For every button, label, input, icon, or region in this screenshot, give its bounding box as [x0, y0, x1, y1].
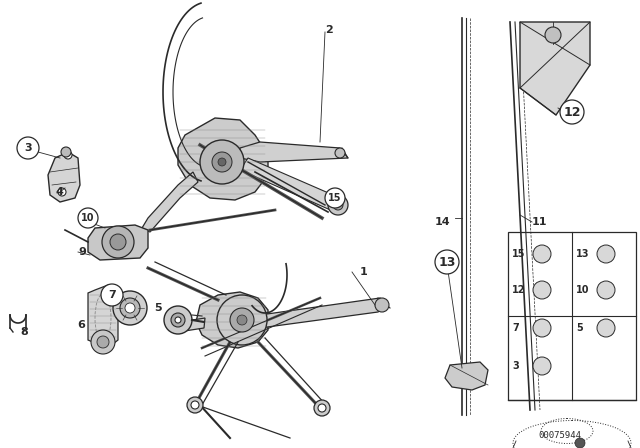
Text: 15: 15 [328, 193, 342, 203]
Text: 8: 8 [20, 327, 28, 337]
Circle shape [164, 306, 192, 334]
Circle shape [97, 336, 109, 348]
Circle shape [533, 281, 551, 299]
Text: 9: 9 [78, 247, 86, 257]
Text: 3: 3 [512, 361, 519, 371]
Circle shape [187, 397, 203, 413]
Circle shape [64, 151, 72, 159]
Text: 15: 15 [512, 249, 525, 259]
Circle shape [328, 195, 348, 215]
Text: 13: 13 [438, 255, 456, 268]
Circle shape [171, 313, 185, 327]
Text: 1: 1 [360, 267, 368, 277]
Circle shape [533, 245, 551, 263]
Bar [508, 232, 636, 400]
Text: 10: 10 [81, 213, 95, 223]
Circle shape [212, 152, 232, 172]
Circle shape [575, 438, 585, 448]
Circle shape [375, 298, 389, 312]
Text: 12: 12 [563, 105, 580, 119]
Text: 12: 12 [512, 285, 525, 295]
Circle shape [125, 303, 135, 313]
Polygon shape [88, 285, 118, 348]
Circle shape [560, 100, 584, 124]
Text: 6: 6 [77, 320, 85, 330]
Text: 2: 2 [325, 25, 333, 35]
Circle shape [318, 404, 326, 412]
Polygon shape [520, 22, 590, 115]
Circle shape [91, 330, 115, 354]
Polygon shape [142, 172, 198, 232]
Circle shape [545, 27, 561, 43]
Polygon shape [178, 318, 205, 332]
Text: 00075944: 00075944 [538, 431, 582, 440]
Text: 5: 5 [576, 323, 583, 333]
Circle shape [230, 308, 254, 332]
Circle shape [200, 140, 244, 184]
Circle shape [333, 200, 343, 210]
Text: 7: 7 [512, 323, 519, 333]
Circle shape [78, 208, 98, 228]
Circle shape [597, 245, 615, 263]
Text: 13: 13 [576, 249, 589, 259]
Polygon shape [88, 225, 148, 260]
Text: 4: 4 [55, 187, 63, 197]
Circle shape [101, 284, 123, 306]
Text: 3: 3 [24, 143, 32, 153]
Polygon shape [196, 292, 268, 348]
Polygon shape [180, 135, 262, 193]
Circle shape [191, 401, 199, 409]
Circle shape [597, 281, 615, 299]
Circle shape [435, 250, 459, 274]
Polygon shape [48, 152, 80, 202]
Circle shape [533, 357, 551, 375]
Circle shape [597, 319, 615, 337]
Text: 14: 14 [435, 217, 450, 227]
Text: 5: 5 [154, 303, 162, 313]
Polygon shape [445, 362, 488, 390]
Circle shape [58, 188, 66, 196]
Polygon shape [240, 158, 344, 212]
Circle shape [314, 400, 330, 416]
Text: 7: 7 [108, 290, 116, 300]
Circle shape [17, 137, 39, 159]
Circle shape [533, 319, 551, 337]
Polygon shape [240, 142, 348, 162]
Text: 11: 11 [532, 217, 547, 227]
Circle shape [113, 291, 147, 325]
Polygon shape [178, 118, 268, 200]
Circle shape [120, 298, 140, 318]
Polygon shape [260, 298, 388, 328]
Circle shape [102, 226, 134, 258]
Circle shape [61, 147, 71, 157]
Circle shape [335, 148, 345, 158]
Circle shape [217, 295, 267, 345]
Circle shape [175, 317, 181, 323]
Circle shape [110, 234, 126, 250]
Circle shape [218, 158, 226, 166]
Circle shape [237, 315, 247, 325]
Circle shape [325, 188, 345, 208]
Text: 10: 10 [576, 285, 589, 295]
